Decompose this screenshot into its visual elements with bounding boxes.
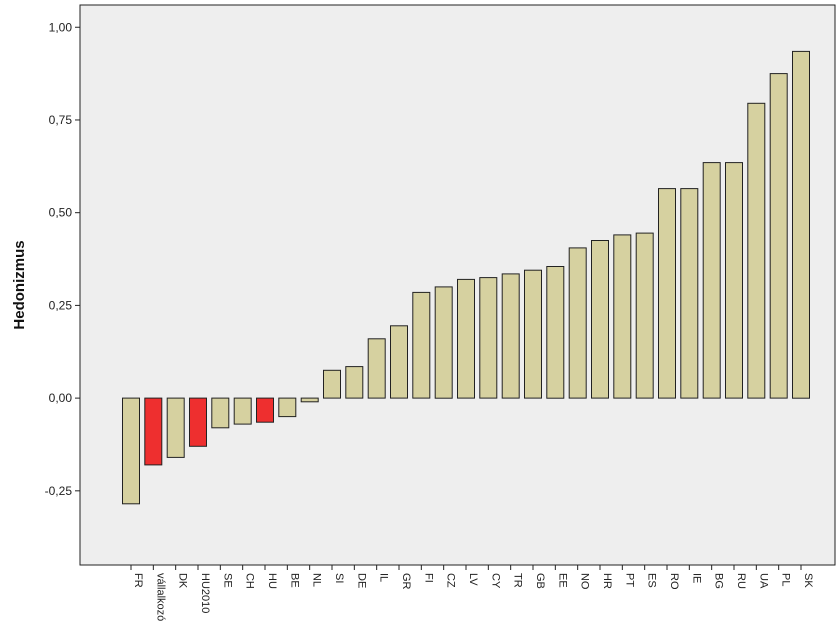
x-tick-label: vállalkozó bbox=[154, 573, 166, 621]
bar-RO bbox=[658, 188, 676, 399]
bar-FR bbox=[122, 397, 140, 505]
x-tick-label: GB bbox=[534, 573, 546, 589]
y-axis-title: Hedonizmus bbox=[11, 240, 28, 329]
bar-CY bbox=[479, 277, 498, 399]
y-tick-label: -0,25 bbox=[45, 484, 73, 498]
x-tick-label: UA bbox=[757, 573, 769, 589]
y-axis: -0,25 0,00 0,25 0,50 0,75 1,00 bbox=[45, 20, 80, 498]
x-tick-label: HU2010 bbox=[199, 573, 211, 613]
x-tick-label: IL bbox=[378, 573, 390, 582]
x-tick-label: CZ bbox=[445, 573, 457, 588]
y-tick-label: 1,00 bbox=[49, 20, 73, 34]
bar-NL bbox=[300, 397, 319, 403]
x-tick-label: SK bbox=[802, 573, 814, 588]
bar-SE bbox=[211, 397, 230, 429]
bar-PT bbox=[613, 234, 632, 399]
y-tick-label: 0,25 bbox=[49, 298, 73, 312]
bar-ES bbox=[635, 232, 654, 399]
x-tick-label: ES bbox=[646, 573, 658, 588]
bar-BG bbox=[702, 162, 721, 399]
x-tick-label: SI bbox=[333, 573, 345, 583]
bar-CH bbox=[233, 397, 252, 425]
bar-HU bbox=[256, 397, 274, 423]
x-tick-label: FI bbox=[422, 573, 434, 583]
x-tick-label: FR bbox=[132, 573, 144, 588]
x-tick-label: LV bbox=[467, 573, 479, 586]
x-tick-label: CY bbox=[489, 573, 501, 589]
y-tick-label: 0,00 bbox=[49, 391, 73, 405]
x-tick-label: SE bbox=[221, 573, 233, 588]
bar-SK bbox=[792, 50, 810, 399]
x-tick-label: NO bbox=[579, 573, 591, 590]
bar-DK bbox=[166, 397, 185, 458]
bars bbox=[122, 50, 810, 505]
bar-SI bbox=[323, 369, 341, 399]
bar-HR bbox=[591, 240, 609, 399]
bar-GB bbox=[524, 269, 542, 399]
bar-vállalkozó bbox=[144, 397, 163, 466]
bar-GR bbox=[390, 325, 408, 399]
bar-HU2010 bbox=[189, 397, 207, 447]
x-tick-label: CH bbox=[244, 573, 256, 589]
bar-DE bbox=[345, 366, 364, 399]
x-tick-label: RU bbox=[735, 573, 747, 589]
x-tick-label: GR bbox=[400, 573, 412, 590]
bar-UA bbox=[747, 102, 766, 399]
bar-BE bbox=[278, 397, 297, 418]
bar-NO bbox=[568, 247, 587, 399]
x-tick-label: TR bbox=[512, 573, 524, 588]
y-tick-label: 0,50 bbox=[49, 206, 73, 220]
x-tick-label: RO bbox=[668, 573, 680, 590]
bar-CZ bbox=[434, 286, 453, 399]
x-tick-label: PT bbox=[623, 573, 635, 587]
x-tick-label: DE bbox=[355, 573, 367, 588]
bar-RU bbox=[725, 162, 743, 399]
x-tick-label: BG bbox=[713, 573, 725, 589]
bar-EE bbox=[546, 266, 565, 399]
bar-IE bbox=[680, 188, 699, 399]
x-tick-label: PL bbox=[780, 573, 792, 586]
x-tick-label: EE bbox=[556, 573, 568, 588]
x-tick-label: IE bbox=[690, 573, 702, 583]
x-tick-label: HU bbox=[266, 573, 278, 589]
bar-FI bbox=[412, 291, 431, 399]
x-axis-labels: FR vállalkozó DK HU2010 SE CH HU BE NL SI DE IL GR FI… bbox=[130, 565, 814, 621]
bar-LV bbox=[457, 278, 475, 399]
bar-IL bbox=[367, 338, 386, 399]
bar-PL bbox=[769, 73, 788, 399]
x-tick-label: NL bbox=[311, 573, 323, 587]
x-tick-label: BE bbox=[288, 573, 300, 588]
x-tick-label: DK bbox=[177, 573, 189, 589]
y-tick-label: 0,75 bbox=[49, 113, 73, 127]
bar-TR bbox=[501, 273, 520, 399]
x-tick-label: HR bbox=[601, 573, 613, 589]
